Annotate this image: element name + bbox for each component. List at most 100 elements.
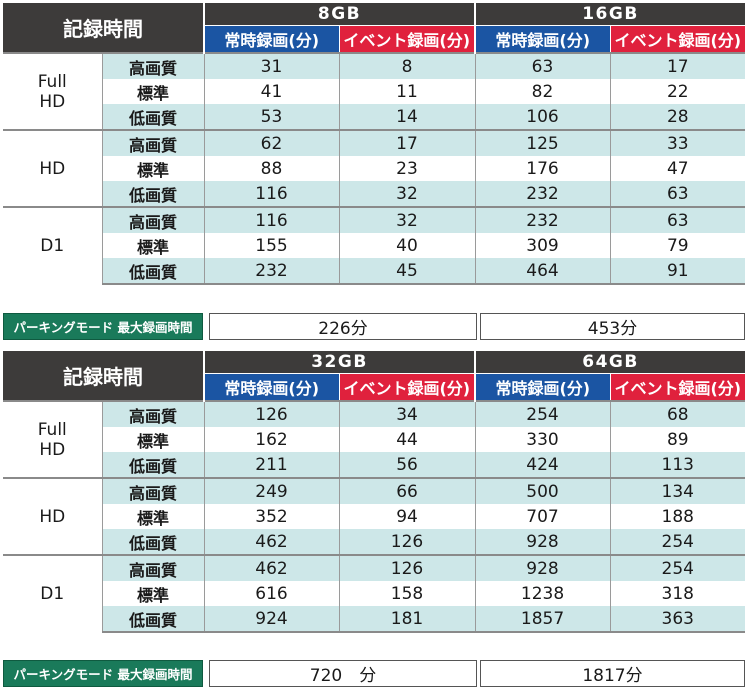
minutes-cell: 924 bbox=[204, 606, 340, 633]
recording-table-2: 記録時間 32GB 64GB 常時録画(分) イベント録画(分) 常時録画(分) イベント録… bbox=[3, 351, 746, 633]
quality-label: 標準 bbox=[102, 504, 205, 529]
table-row: HD 高画質 62 17 125 33 bbox=[3, 129, 746, 207]
continuous-recording-header: 常時録画(分) bbox=[475, 373, 611, 401]
minutes-cell: 88 bbox=[204, 156, 340, 181]
table-row: 低画質 462 126 928 254 bbox=[3, 529, 746, 555]
minutes-cell: 162 bbox=[204, 427, 340, 452]
resolution-label: D1 bbox=[3, 554, 103, 632]
minutes-cell: 17 bbox=[339, 129, 476, 156]
continuous-recording-header: 常時録画(分) bbox=[204, 373, 340, 401]
minutes-cell: 232 bbox=[475, 206, 611, 233]
minutes-cell: 176 bbox=[475, 156, 611, 181]
minutes-cell: 232 bbox=[475, 181, 611, 207]
table-row: 標準 616 158 1238 318 bbox=[3, 581, 745, 606]
table-row: 標準 155 40 309 79 bbox=[3, 233, 745, 258]
parking-max-time: 453分 bbox=[480, 313, 745, 340]
minutes-cell: 126 bbox=[339, 554, 476, 581]
table-row: 低画質 53 14 106 28 bbox=[3, 104, 746, 130]
minutes-cell: 464 bbox=[475, 258, 611, 285]
minutes-cell: 41 bbox=[204, 79, 340, 104]
parking-mode-label: パーキングモード 最大録画時間 bbox=[3, 313, 203, 340]
minutes-cell: 79 bbox=[666, 235, 689, 256]
minutes-cell: 23 bbox=[339, 156, 476, 181]
quality-label: 高画質 bbox=[102, 400, 205, 427]
minutes-cell: 462 bbox=[204, 554, 340, 581]
table-row: 低画質 924 181 1857 363 bbox=[3, 606, 746, 633]
event-recording-header: イベント録画(分) bbox=[339, 25, 476, 53]
continuous-recording-header: 常時録画(分) bbox=[204, 25, 340, 53]
quality-label: 高画質 bbox=[102, 477, 205, 504]
minutes-cell: 8 bbox=[339, 52, 476, 79]
resolution-label: Full HD bbox=[3, 400, 103, 478]
minutes-cell: 11 bbox=[339, 79, 476, 104]
minutes-cell: 32 bbox=[339, 206, 476, 233]
capacity-header: 32GB bbox=[204, 351, 477, 374]
quality-label: 低画質 bbox=[102, 181, 205, 207]
table-row: 標準 352 94 707 188 bbox=[3, 504, 745, 529]
minutes-cell: 309 bbox=[475, 233, 611, 258]
minutes-cell: 318 bbox=[661, 583, 694, 604]
quality-label: 高画質 bbox=[102, 52, 205, 79]
minutes-cell: 31 bbox=[204, 52, 340, 79]
minutes-cell: 33 bbox=[610, 129, 746, 156]
table-row: 低画質 116 32 232 63 bbox=[3, 181, 746, 207]
capacity-header: 64GB bbox=[475, 351, 746, 374]
minutes-cell: 62 bbox=[204, 129, 340, 156]
quality-label: 低画質 bbox=[102, 104, 205, 130]
quality-label: 標準 bbox=[102, 79, 205, 104]
minutes-cell: 63 bbox=[475, 52, 611, 79]
table-row: 低画質 232 45 464 91 bbox=[3, 258, 746, 285]
minutes-cell: 616 bbox=[204, 581, 340, 606]
parking-max-time: 1817分 bbox=[480, 660, 745, 687]
minutes-cell: 1238 bbox=[475, 581, 611, 606]
minutes-cell: 106 bbox=[475, 104, 611, 130]
table-row: 標準 41 11 82 22 bbox=[3, 79, 745, 104]
minutes-cell: 249 bbox=[204, 477, 340, 504]
minutes-cell: 707 bbox=[475, 504, 611, 529]
table-row: Full HD 高画質 31 8 63 17 bbox=[3, 52, 746, 130]
minutes-cell: 126 bbox=[339, 529, 476, 555]
event-recording-header: イベント録画(分) bbox=[610, 25, 746, 53]
continuous-recording-header: 常時録画(分) bbox=[475, 25, 611, 53]
minutes-cell: 63 bbox=[610, 181, 746, 207]
table-title: 記録時間 bbox=[3, 3, 205, 53]
minutes-cell: 134 bbox=[610, 477, 746, 504]
minutes-cell: 1857 bbox=[475, 606, 611, 633]
minutes-cell: 188 bbox=[661, 506, 694, 527]
capacity-header: 16GB bbox=[475, 3, 746, 26]
resolution-label: D1 bbox=[3, 206, 103, 284]
minutes-cell: 181 bbox=[339, 606, 476, 633]
minutes-cell: 363 bbox=[610, 606, 746, 633]
minutes-cell: 116 bbox=[204, 181, 340, 207]
minutes-cell: 113 bbox=[610, 452, 746, 478]
resolution-label: Full HD bbox=[3, 52, 103, 130]
quality-label: 標準 bbox=[102, 581, 205, 606]
quality-label: 高画質 bbox=[102, 554, 205, 581]
minutes-cell: 424 bbox=[475, 452, 611, 478]
minutes-cell: 500 bbox=[475, 477, 611, 504]
minutes-cell: 14 bbox=[339, 104, 476, 130]
minutes-cell: 155 bbox=[204, 233, 340, 258]
minutes-cell: 47 bbox=[666, 158, 689, 179]
table-row: 標準 88 23 176 47 bbox=[3, 156, 745, 181]
quality-label: 高画質 bbox=[102, 129, 205, 156]
quality-label: 高画質 bbox=[102, 206, 205, 233]
minutes-cell: 126 bbox=[204, 400, 340, 427]
minutes-cell: 45 bbox=[339, 258, 476, 285]
minutes-cell: 116 bbox=[204, 206, 340, 233]
minutes-cell: 89 bbox=[666, 429, 689, 450]
minutes-cell: 40 bbox=[339, 233, 476, 258]
minutes-cell: 56 bbox=[339, 452, 476, 478]
table-row: Full HD 高画質 126 34 254 68 bbox=[3, 400, 746, 478]
minutes-cell: 66 bbox=[339, 477, 476, 504]
minutes-cell: 22 bbox=[666, 81, 689, 102]
event-recording-header: イベント録画(分) bbox=[610, 373, 746, 401]
record-time-table: 記録時間 32GB 64GB 常時録画(分) イベント録画(分) 常時録画(分) イベント録… bbox=[3, 351, 746, 633]
event-recording-header: イベント録画(分) bbox=[339, 373, 477, 401]
parking-row-1: パーキングモード 最大録画時間 226分 453分 bbox=[3, 313, 745, 340]
quality-label: 低画質 bbox=[102, 452, 205, 478]
minutes-cell: 254 bbox=[610, 529, 746, 555]
minutes-cell: 28 bbox=[610, 104, 746, 130]
minutes-cell: 32 bbox=[339, 181, 476, 207]
minutes-cell: 254 bbox=[475, 400, 611, 427]
